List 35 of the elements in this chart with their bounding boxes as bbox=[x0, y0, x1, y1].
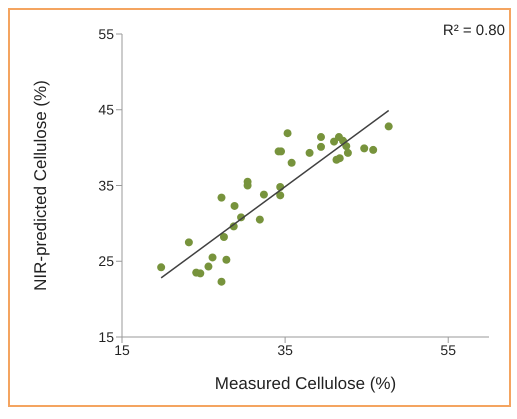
point bbox=[306, 148, 314, 157]
point bbox=[360, 144, 368, 152]
y-tick-label: 25 bbox=[98, 253, 114, 270]
x-tick-label: 15 bbox=[114, 342, 130, 358]
point bbox=[218, 278, 226, 286]
y-tick-label: 45 bbox=[98, 102, 114, 118]
point bbox=[316, 133, 325, 142]
point bbox=[157, 263, 166, 272]
point bbox=[276, 191, 284, 200]
point bbox=[218, 194, 226, 202]
point bbox=[220, 233, 228, 242]
point bbox=[288, 158, 296, 167]
x-tick-label: 35 bbox=[277, 342, 294, 358]
point bbox=[344, 148, 352, 157]
point bbox=[330, 138, 338, 146]
y-tick-label: 15 bbox=[98, 328, 114, 345]
point bbox=[260, 190, 268, 199]
y-tick-label: 55 bbox=[98, 26, 114, 42]
point bbox=[208, 253, 217, 262]
point bbox=[284, 129, 292, 138]
point bbox=[230, 202, 239, 210]
point bbox=[222, 256, 230, 264]
chart-frame: R² = 0.80 15 35 55 Measured Cellulose (%) 15 25 35 45 55 NIR-predicted Cellulose (%) bbox=[8, 8, 511, 407]
point bbox=[369, 146, 378, 154]
x-tick-label: 55 bbox=[440, 342, 456, 358]
y-tick-label: 35 bbox=[98, 177, 114, 194]
y-axis-title: NIR-predicted Cellulose (%) bbox=[31, 80, 50, 291]
point bbox=[204, 262, 212, 271]
point bbox=[384, 122, 393, 130]
point bbox=[256, 216, 264, 224]
point bbox=[316, 142, 325, 151]
point bbox=[336, 154, 344, 162]
annotation: R² = 0.80 bbox=[442, 22, 505, 39]
point bbox=[184, 238, 193, 246]
x-axis-title: Measured Cellulose (%) bbox=[214, 374, 396, 393]
